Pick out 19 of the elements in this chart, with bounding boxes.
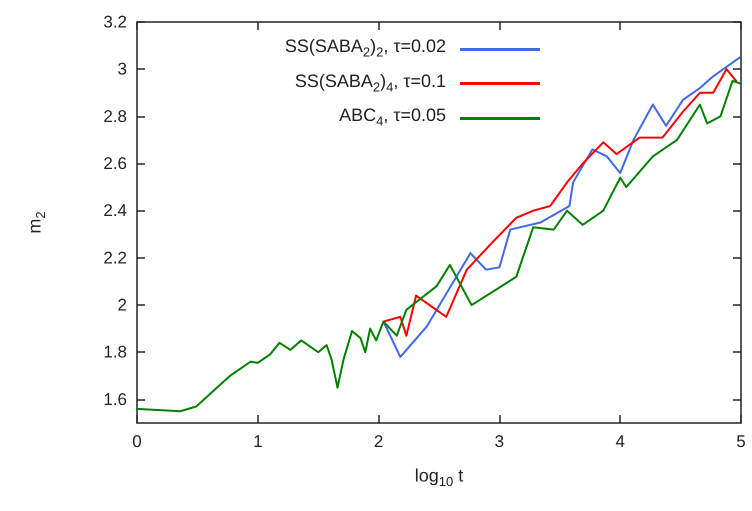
y-tick-label: 2.2 <box>103 248 127 268</box>
legend-label: SS(SABA$_{2}$)$_{2}$, τ=0.02 <box>284 35 446 62</box>
x-tick-label: 5 <box>736 432 746 451</box>
x-tick-label: 2 <box>374 432 384 451</box>
x-tick-label: 3 <box>494 432 504 451</box>
x-tick-label: 4 <box>615 432 625 451</box>
x-tick-label: 1 <box>253 432 263 451</box>
y-tick-label: 3 <box>118 60 127 79</box>
y-tick-label: 1.8 <box>103 342 127 362</box>
y-tick-label: 2 <box>118 296 127 315</box>
y-tick-label: 2.8 <box>103 106 127 126</box>
y-tick-label: 2.4 <box>103 201 127 220</box>
y-axis-title: m2 <box>24 211 48 234</box>
y-tick-label: 3.2 <box>103 12 127 32</box>
legend-label: ABC$_{4}$, τ=0.05 <box>339 104 446 131</box>
x-tick-label: 0 <box>132 432 142 451</box>
legend-label: SS(SABA$_{2}$)$_{4}$, τ=0.1 <box>294 70 446 96</box>
y-tick-label: 1.6 <box>103 390 127 409</box>
y-tick-label: 2.6 <box>103 154 127 174</box>
